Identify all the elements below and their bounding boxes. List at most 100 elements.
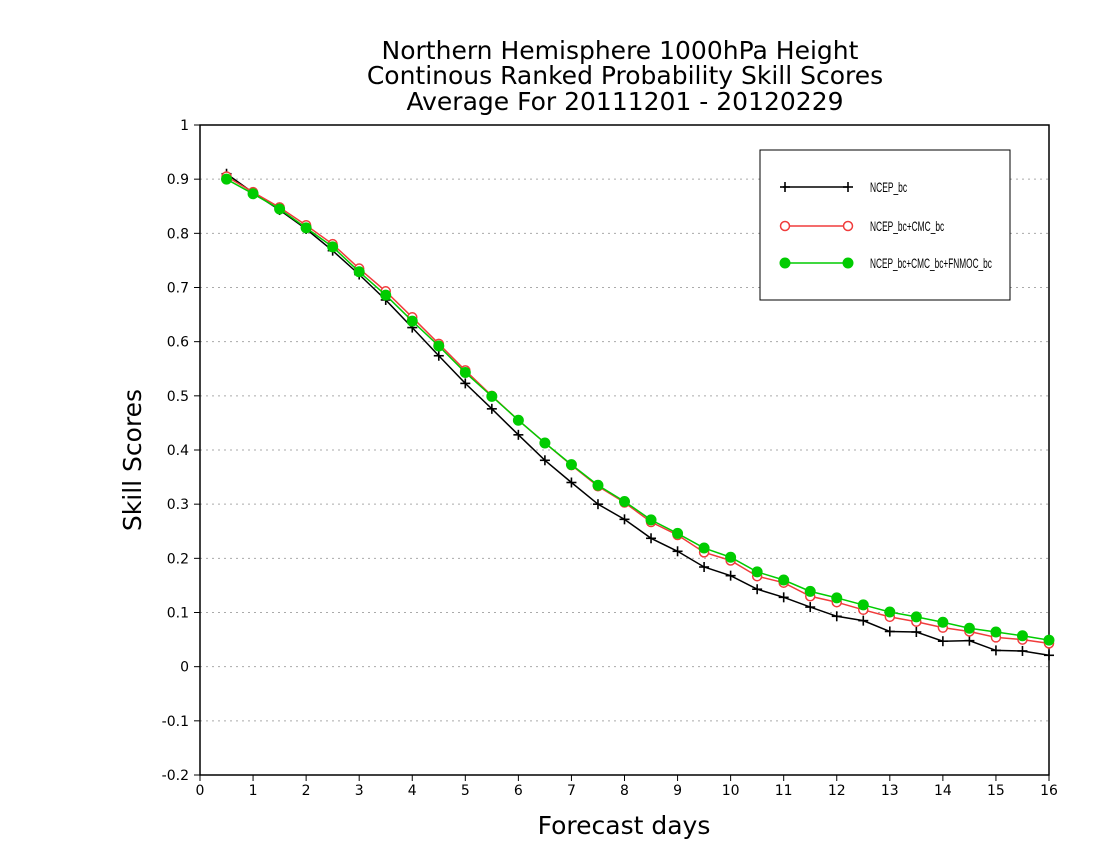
data-point	[459, 367, 471, 379]
y-tick-label: 0.1	[167, 606, 189, 622]
x-tick-label: 13	[881, 783, 899, 799]
data-point	[778, 592, 789, 603]
data-point	[911, 627, 922, 637]
y-tick-label: 0.2	[167, 551, 189, 567]
y-tick-label: 0.4	[167, 443, 189, 459]
x-tick-label: 8	[620, 783, 629, 799]
legend-marker	[843, 182, 853, 192]
data-point	[1043, 634, 1055, 646]
y-tick-label: 0.7	[167, 281, 189, 297]
x-tick-label: 15	[987, 783, 1005, 799]
data-point	[990, 645, 1001, 656]
data-point	[672, 546, 683, 557]
legend-marker	[842, 257, 854, 269]
data-point	[699, 562, 710, 572]
y-tick-label: 0	[180, 660, 189, 676]
y-tick-label: 0.5	[167, 389, 189, 405]
data-point	[513, 429, 524, 440]
x-tick-label: 9	[673, 783, 682, 799]
chart-title: Northern Hemisphere 1000hPa Height Conti…	[367, 36, 883, 116]
data-point	[486, 403, 497, 414]
data-point	[592, 479, 604, 491]
legend-marker	[779, 220, 791, 232]
legend-item: NCEP_bc+CMC_bc	[779, 218, 944, 234]
legend-items: NCEP_bc NCEP_bc+CMC_bc NCEP_bc+CMC_bc+FNMO…	[779, 179, 992, 271]
y-tick-label: 0.3	[167, 497, 189, 513]
data-point	[963, 622, 975, 634]
data-point	[884, 606, 896, 618]
series-layer	[221, 168, 1055, 661]
data-point	[592, 499, 603, 510]
data-point	[221, 173, 233, 185]
x-tick-label: 12	[828, 783, 846, 799]
x-tick-label: 14	[934, 783, 952, 799]
x-tick-label: 5	[461, 783, 470, 799]
legend: NCEP_bc NCEP_bc+CMC_bc NCEP_bc+CMC_bc+FNMO…	[759, 149, 1011, 301]
legend-label: NCEP_bc+CMC_bc+FNMOC_bc	[870, 255, 992, 271]
data-point	[433, 350, 444, 361]
data-point	[539, 455, 550, 466]
legend-marker	[842, 220, 854, 232]
y-tick-label: -0.2	[162, 768, 189, 784]
data-point	[406, 315, 418, 327]
y-tick-label: 0.9	[167, 172, 189, 188]
data-point	[698, 542, 710, 554]
data-point	[831, 592, 843, 604]
data-point	[380, 289, 392, 301]
data-point	[327, 241, 339, 253]
data-point	[646, 533, 657, 544]
data-point	[884, 626, 895, 637]
x-tick-labels: 0 1 2 3 4 5 6 7 8 9 10 11 12 13 14 15 16	[196, 783, 1058, 799]
data-point	[910, 611, 922, 623]
x-tick-label: 1	[249, 783, 258, 799]
data-point	[619, 495, 630, 507]
data-point	[778, 574, 790, 586]
data-point	[1044, 650, 1054, 661]
data-point	[831, 611, 842, 622]
data-point	[460, 378, 471, 389]
title-line-1: Northern Hemisphere 1000hPa Height	[382, 36, 859, 65]
y-tick-labels: -0.2 -0.1 0 0.1 0.2 0.3 0.4 0.5 0.6 0.7 0.8 0.9 1	[162, 118, 189, 784]
x-tick-label: 3	[355, 783, 364, 799]
title-line-3: Average For 20111201 - 20120229	[406, 87, 843, 116]
x-tick-label: 0	[196, 783, 205, 799]
legend-item: NCEP_bc+CMC_bc+FNMOC_bc	[779, 255, 992, 271]
legend-box	[759, 149, 1011, 301]
data-point	[858, 615, 869, 626]
title-line-2: Continous Ranked Probability Skill Score…	[367, 61, 883, 90]
data-point	[752, 584, 763, 595]
data-point	[353, 266, 365, 278]
legend-label: NCEP_bc	[870, 179, 907, 195]
data-point	[247, 188, 259, 200]
data-point	[937, 616, 949, 628]
legend-label: NCEP_bc+CMC_bc	[870, 218, 944, 234]
y-tick-label: 1	[180, 118, 189, 134]
data-point	[645, 514, 657, 526]
x-tick-label: 2	[302, 783, 311, 799]
x-tick-label: 7	[567, 783, 576, 799]
data-point	[619, 514, 630, 525]
y-tick-label: 0.6	[167, 335, 189, 351]
x-tick-label: 4	[408, 783, 417, 799]
data-point	[990, 626, 1002, 638]
data-point	[804, 585, 816, 597]
data-point	[937, 636, 948, 647]
x-tick-label: 10	[722, 783, 740, 799]
x-tick-label: 11	[775, 783, 793, 799]
data-point	[566, 477, 577, 488]
axis-ticks	[194, 124, 1050, 781]
y-axis-label: Skill Scores	[118, 389, 147, 531]
data-point	[539, 437, 551, 449]
y-tick-label: 0.8	[167, 226, 189, 242]
data-point	[274, 203, 286, 215]
data-point	[512, 414, 524, 426]
data-point	[857, 599, 869, 611]
legend-marker	[779, 257, 791, 269]
data-point	[1017, 645, 1028, 656]
data-point	[486, 390, 498, 402]
y-tick-label: -0.1	[162, 714, 189, 730]
data-point	[725, 551, 737, 563]
data-point	[805, 602, 816, 613]
data-point	[725, 570, 736, 581]
